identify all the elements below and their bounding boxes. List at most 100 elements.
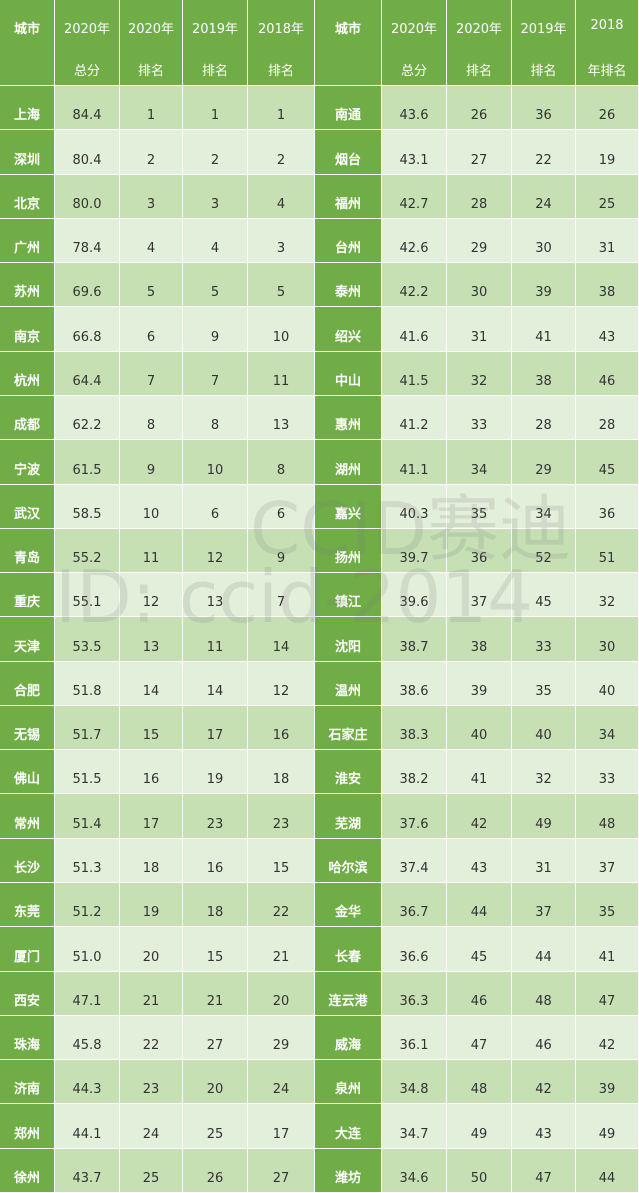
table-cell: 30 xyxy=(447,263,512,308)
city-name-cell: 台州 xyxy=(315,218,382,264)
table-cell: 44 xyxy=(447,883,512,928)
table-cell: 42.6 xyxy=(382,218,447,264)
city-name-cell: 中山 xyxy=(315,351,382,396)
table-cell: 36.6 xyxy=(382,927,447,972)
city-name-cell: 厦门 xyxy=(0,927,55,972)
table-cell: 38 xyxy=(512,351,576,396)
column-header: 城市 xyxy=(0,0,55,86)
city-name-cell: 扬州 xyxy=(315,528,382,574)
table-cell: 41.1 xyxy=(382,440,447,485)
header-line-2: 排名 xyxy=(137,64,164,79)
table-cell: 32 xyxy=(576,573,639,618)
header-line-1: 2020年 xyxy=(390,22,438,37)
header-line-1: 城市 xyxy=(13,22,40,37)
city-name-cell: 哈尔滨 xyxy=(315,838,382,884)
city-name-cell: 潍坊 xyxy=(315,1148,382,1193)
table-cell: 36 xyxy=(447,528,512,574)
city-name-cell: 沈阳 xyxy=(315,617,382,662)
city-name-cell: 镇江 xyxy=(315,573,382,618)
table-cell: 14 xyxy=(183,661,248,706)
table-cell: 33 xyxy=(447,395,512,441)
table-cell: 84.4 xyxy=(55,86,120,131)
table-cell: 24 xyxy=(512,174,576,219)
column-header: 2020年 总分 xyxy=(55,0,120,86)
table-cell: 18 xyxy=(183,883,248,928)
table-cell: 7 xyxy=(183,351,248,396)
table-cell: 51.7 xyxy=(55,705,120,751)
table-cell: 44.3 xyxy=(55,1060,120,1105)
table-cell: 3 xyxy=(120,174,183,219)
table-cell: 12 xyxy=(183,528,248,574)
table-cell: 46 xyxy=(447,971,512,1016)
table-cell: 9 xyxy=(248,528,315,574)
table-cell: 48 xyxy=(512,971,576,1016)
table-cell: 44 xyxy=(576,1148,639,1193)
table-cell: 48 xyxy=(447,1060,512,1105)
city-name-cell: 北京 xyxy=(0,174,55,219)
table-cell: 49 xyxy=(576,1104,639,1149)
table-cell: 41 xyxy=(447,750,512,795)
table-cell: 51.0 xyxy=(55,927,120,972)
table-cell: 43.7 xyxy=(55,1148,120,1193)
table-cell: 21 xyxy=(183,971,248,1016)
table-cell: 13 xyxy=(183,573,248,618)
table-cell: 58.5 xyxy=(55,484,120,529)
table-cell: 39 xyxy=(512,263,576,308)
column-header: 2020年 排名 xyxy=(120,0,183,86)
table-cell: 38.2 xyxy=(382,750,447,795)
header-line-2: 排名 xyxy=(530,64,557,79)
table-cell: 41.5 xyxy=(382,351,447,396)
table-cell: 41.6 xyxy=(382,307,447,352)
table-cell: 6 xyxy=(183,484,248,529)
table-cell: 2 xyxy=(120,130,183,175)
table-cell: 31 xyxy=(576,218,639,264)
city-name-cell: 徐州 xyxy=(0,1148,55,1193)
city-name-cell: 南通 xyxy=(315,86,382,131)
table-cell: 39.6 xyxy=(382,573,447,618)
table-cell: 19 xyxy=(576,130,639,175)
table-cell: 24 xyxy=(120,1104,183,1149)
city-name-cell: 常州 xyxy=(0,794,55,839)
table-cell: 34 xyxy=(576,705,639,751)
table-cell: 36 xyxy=(512,86,576,131)
table-cell: 47 xyxy=(576,971,639,1016)
table-cell: 10 xyxy=(248,307,315,352)
table-cell: 51.8 xyxy=(55,661,120,706)
table-cell: 28 xyxy=(447,174,512,219)
table-cell: 13 xyxy=(248,395,315,441)
city-name-cell: 郑州 xyxy=(0,1104,55,1149)
table-cell: 80.4 xyxy=(55,130,120,175)
header-line-2: 排名 xyxy=(267,64,294,79)
table-cell: 34.6 xyxy=(382,1148,447,1193)
table-cell: 17 xyxy=(120,794,183,839)
table-cell: 51.2 xyxy=(55,883,120,928)
table-cell: 21 xyxy=(248,927,315,972)
city-name-cell: 绍兴 xyxy=(315,307,382,352)
table-cell: 51 xyxy=(576,528,639,574)
city-name-cell: 东莞 xyxy=(0,883,55,928)
city-name-cell: 连云港 xyxy=(315,971,382,1016)
table-cell: 46 xyxy=(512,1015,576,1061)
table-cell: 43 xyxy=(512,1104,576,1149)
header-line-2: 总分 xyxy=(73,64,100,79)
table-cell: 10 xyxy=(183,440,248,485)
header-line-1: 2018年 xyxy=(257,22,305,37)
city-name-cell: 重庆 xyxy=(0,573,55,618)
table-cell: 1 xyxy=(248,86,315,131)
table-cell: 51.4 xyxy=(55,794,120,839)
table-cell: 22 xyxy=(120,1015,183,1061)
table-cell: 18 xyxy=(248,750,315,795)
header-line-1: 2020年 xyxy=(455,22,503,37)
table-cell: 9 xyxy=(120,440,183,485)
table-cell: 23 xyxy=(248,794,315,839)
table-cell: 8 xyxy=(248,440,315,485)
city-name-cell: 武汉 xyxy=(0,484,55,529)
table-cell: 69.6 xyxy=(55,263,120,308)
table-cell: 26 xyxy=(447,86,512,131)
column-header: 2018年排名 xyxy=(248,0,315,86)
table-cell: 35 xyxy=(447,484,512,529)
table-cell: 29 xyxy=(248,1015,315,1061)
table-cell: 26 xyxy=(576,86,639,131)
table-cell: 38.7 xyxy=(382,617,447,662)
